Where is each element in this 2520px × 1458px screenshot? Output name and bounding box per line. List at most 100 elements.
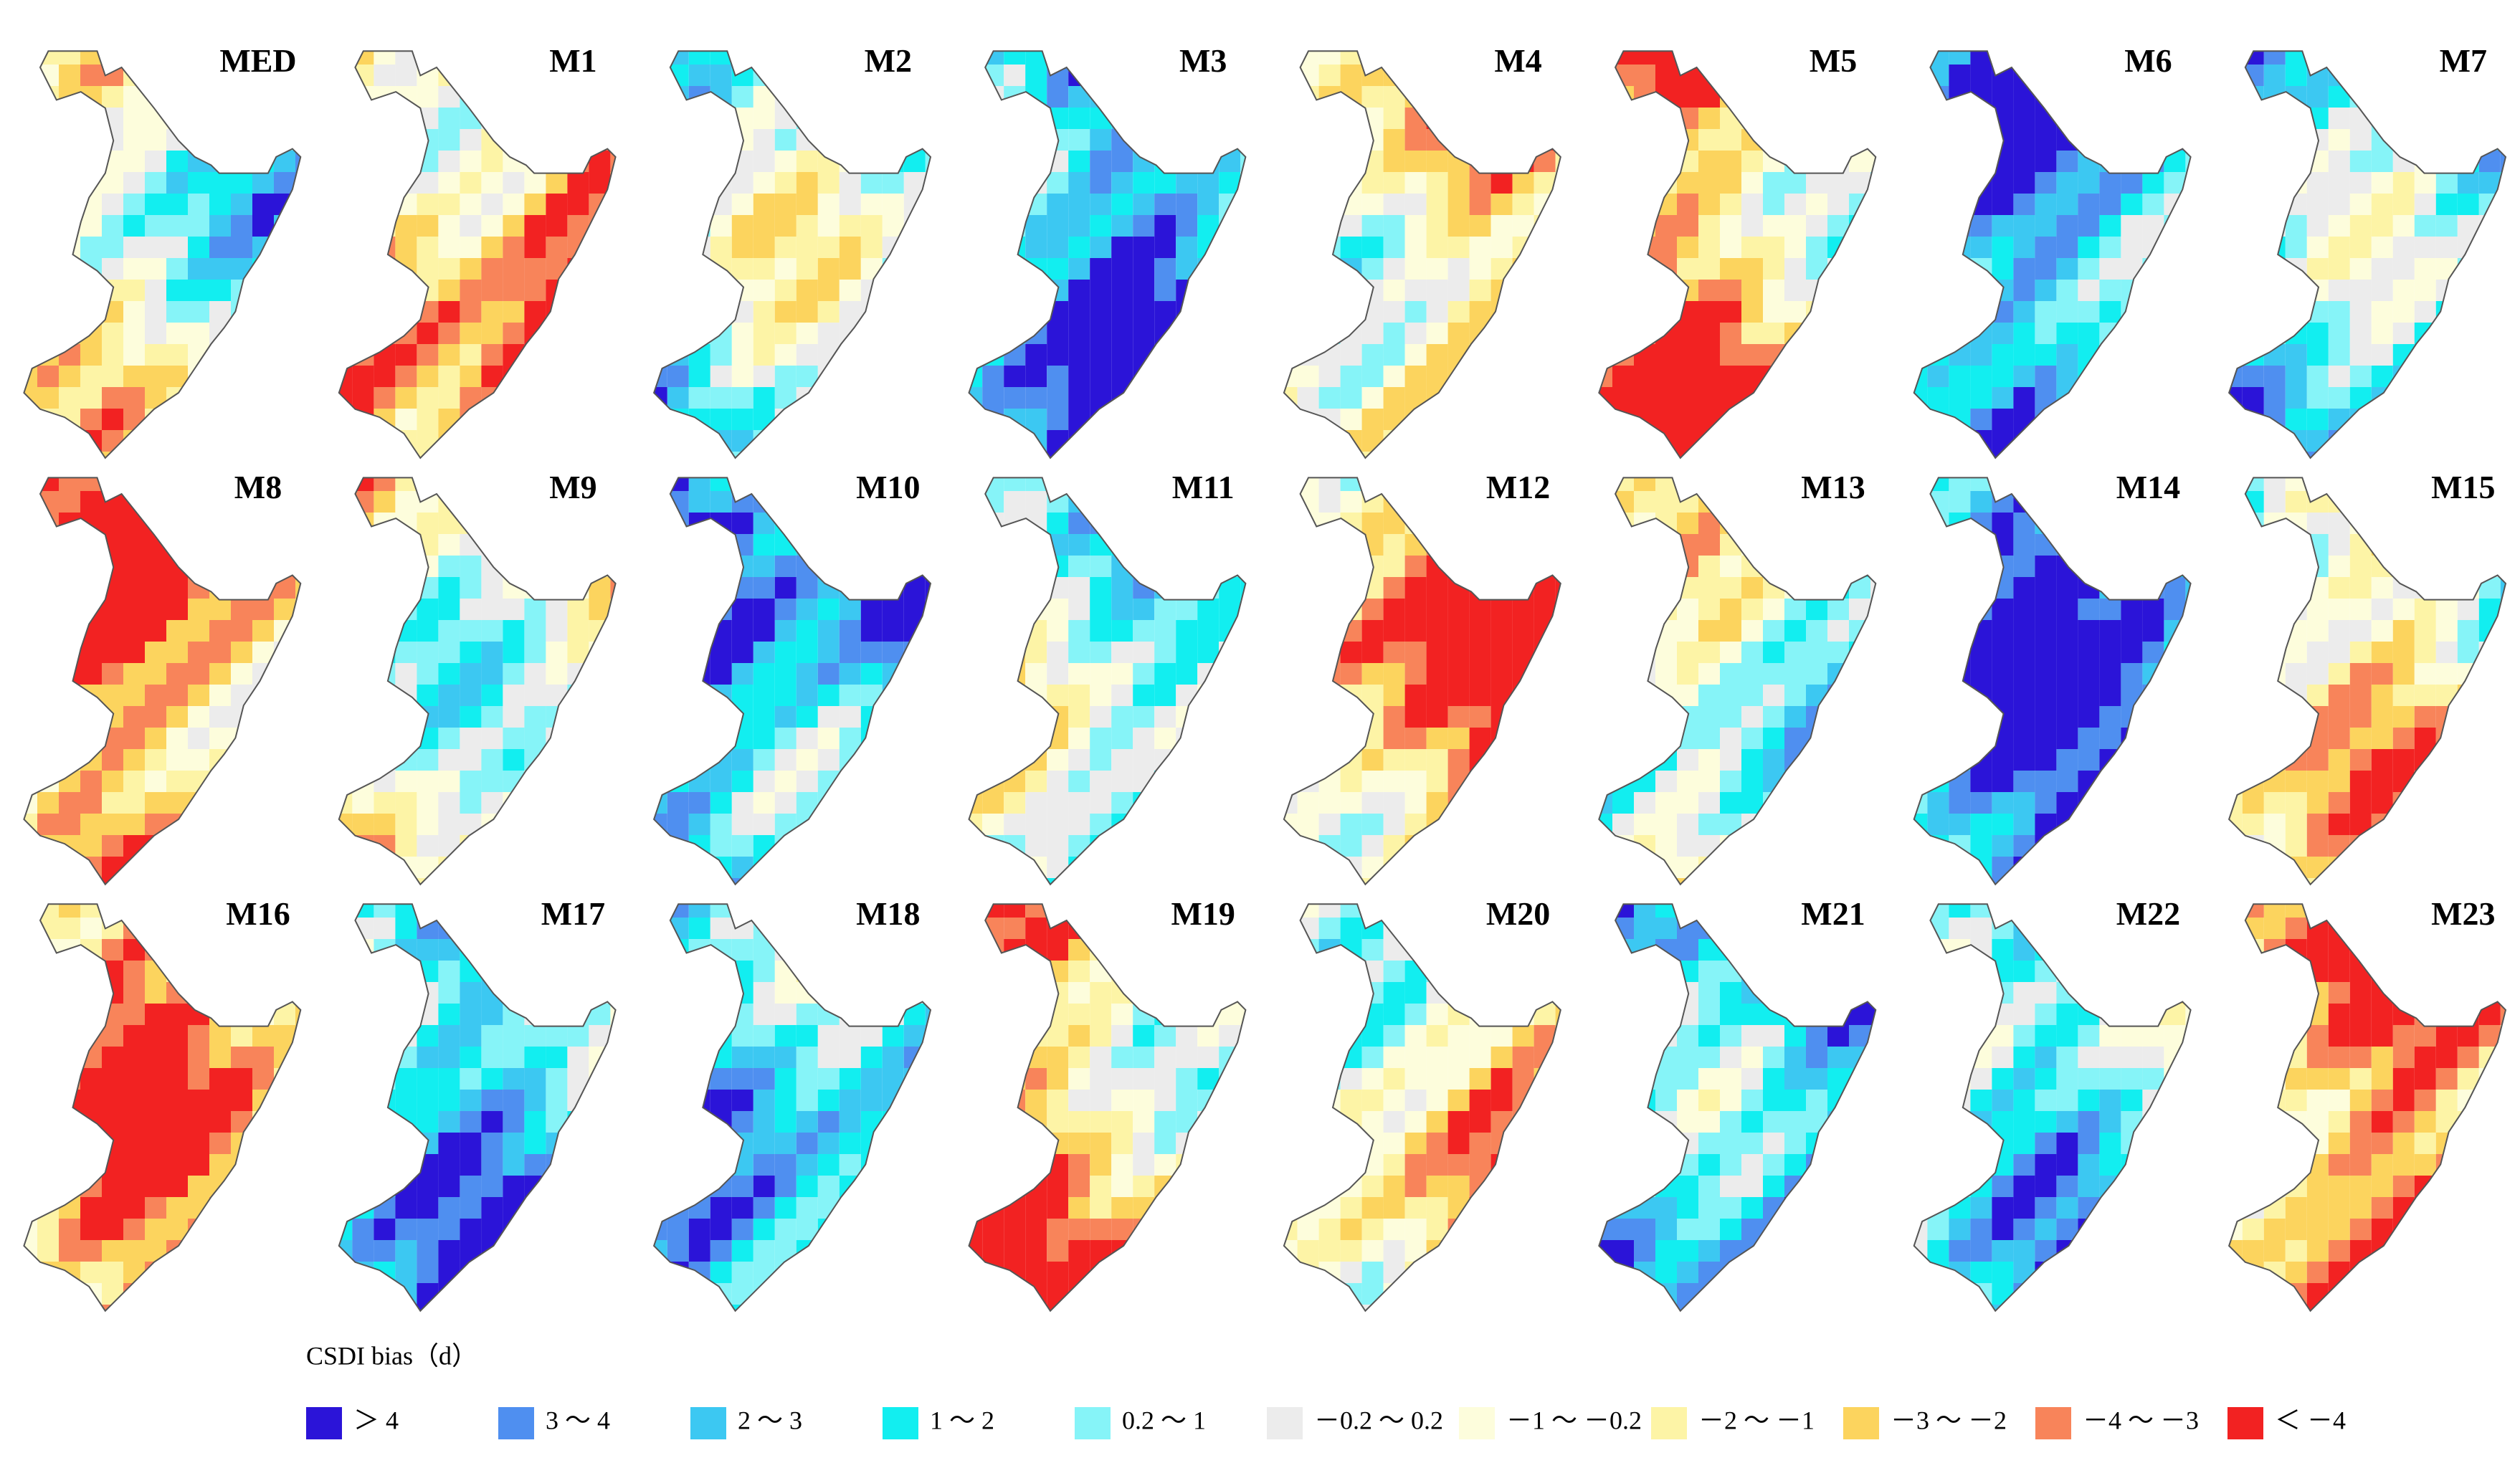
map-cell xyxy=(295,452,301,458)
map-cell xyxy=(567,599,589,620)
map-cell xyxy=(2185,172,2191,194)
map-cell xyxy=(1447,387,1470,409)
map-cell xyxy=(460,577,482,599)
map-cell xyxy=(774,663,797,685)
map-cell xyxy=(2035,835,2057,857)
map-cell xyxy=(102,1111,123,1133)
map-cell xyxy=(1111,86,1133,108)
map-cell xyxy=(2306,534,2329,556)
map-cell xyxy=(969,194,983,215)
map-cell xyxy=(338,215,353,237)
map-cell xyxy=(2371,108,2393,129)
map-cell xyxy=(102,194,123,215)
map-cell xyxy=(352,1004,374,1025)
map-cell xyxy=(2392,129,2415,151)
map-cell xyxy=(1090,280,1112,301)
map-cell xyxy=(925,151,931,172)
map-cell xyxy=(1447,857,1470,878)
map-cell xyxy=(2013,706,2035,728)
map-cell xyxy=(654,663,667,685)
map-cell xyxy=(1240,86,1246,108)
map-cell xyxy=(102,749,123,771)
map-cell xyxy=(753,323,775,344)
map-cell xyxy=(1240,556,1246,577)
map-cell xyxy=(1004,878,1026,885)
map-cell xyxy=(1534,706,1556,728)
map-cell xyxy=(1677,323,1698,344)
map-cell xyxy=(710,51,732,65)
map-cell xyxy=(231,1111,252,1133)
map-cell xyxy=(503,1133,525,1154)
map-cell xyxy=(188,706,209,728)
map-cell xyxy=(1154,301,1176,323)
map-cell xyxy=(1068,129,1090,151)
map-cell xyxy=(1047,366,1069,387)
map-cell xyxy=(1827,534,1849,556)
map-cell xyxy=(1763,663,1784,685)
map-cell xyxy=(688,792,710,814)
map-cell xyxy=(1634,280,1655,301)
map-cell xyxy=(2349,366,2372,387)
map-cell xyxy=(524,728,546,749)
map-cell xyxy=(274,663,295,685)
map-cell xyxy=(1068,878,1090,885)
map-cell xyxy=(1913,642,1928,663)
map-cell xyxy=(460,599,482,620)
map-cell xyxy=(395,51,417,65)
map-cell xyxy=(166,237,188,258)
map-cell xyxy=(2185,857,2191,878)
map-cell xyxy=(982,151,1004,172)
map-cell xyxy=(1047,663,1069,685)
map-cell xyxy=(1219,857,1241,878)
map-cell xyxy=(1383,749,1405,771)
map-cell xyxy=(123,258,145,280)
map-cell xyxy=(1741,237,1763,258)
map-cell xyxy=(925,409,931,430)
map-cell xyxy=(338,409,353,430)
map-cell xyxy=(123,1219,145,1240)
map-cell xyxy=(2478,749,2501,771)
map-cell xyxy=(2263,65,2286,86)
map-cell xyxy=(546,237,568,258)
map-cell xyxy=(59,280,80,301)
map-cell xyxy=(1599,344,1612,366)
map-cell xyxy=(882,599,904,620)
map-cell xyxy=(524,961,546,982)
map-cell xyxy=(1490,857,1513,878)
map-cell xyxy=(209,151,231,172)
map-cell xyxy=(2099,172,2121,194)
map-cell xyxy=(1599,857,1612,878)
map-cell xyxy=(2078,409,2100,430)
map-cell xyxy=(1004,172,1026,194)
map-cell xyxy=(2035,366,2057,387)
map-cell xyxy=(2263,108,2286,129)
map-cell xyxy=(546,771,568,792)
map-cell xyxy=(2142,706,2164,728)
map-cell xyxy=(610,237,616,258)
map-cell xyxy=(2013,366,2035,387)
map-cell xyxy=(2099,344,2121,366)
map-cell xyxy=(145,728,166,749)
map-cell xyxy=(481,51,503,65)
map-cell xyxy=(1004,556,1026,577)
map-cell xyxy=(2142,366,2164,387)
map-cell xyxy=(1913,280,1928,301)
map-cell xyxy=(2035,237,2057,258)
map-cell xyxy=(753,344,775,366)
map-cell xyxy=(546,172,568,194)
map-cell xyxy=(460,237,482,258)
map-cell xyxy=(1612,728,1634,749)
map-cell xyxy=(524,534,546,556)
map-cell xyxy=(295,599,301,620)
map-cell xyxy=(1992,387,2014,409)
map-cell xyxy=(460,409,482,430)
map-cell xyxy=(589,258,611,280)
map-cell xyxy=(753,366,775,387)
map-cell xyxy=(352,366,374,387)
map-cell xyxy=(503,534,525,556)
map-cell xyxy=(1469,685,1491,706)
map-cell xyxy=(460,792,482,814)
map-cell xyxy=(1634,151,1655,172)
map-cell xyxy=(1469,409,1491,430)
map-cell xyxy=(1949,577,1971,599)
